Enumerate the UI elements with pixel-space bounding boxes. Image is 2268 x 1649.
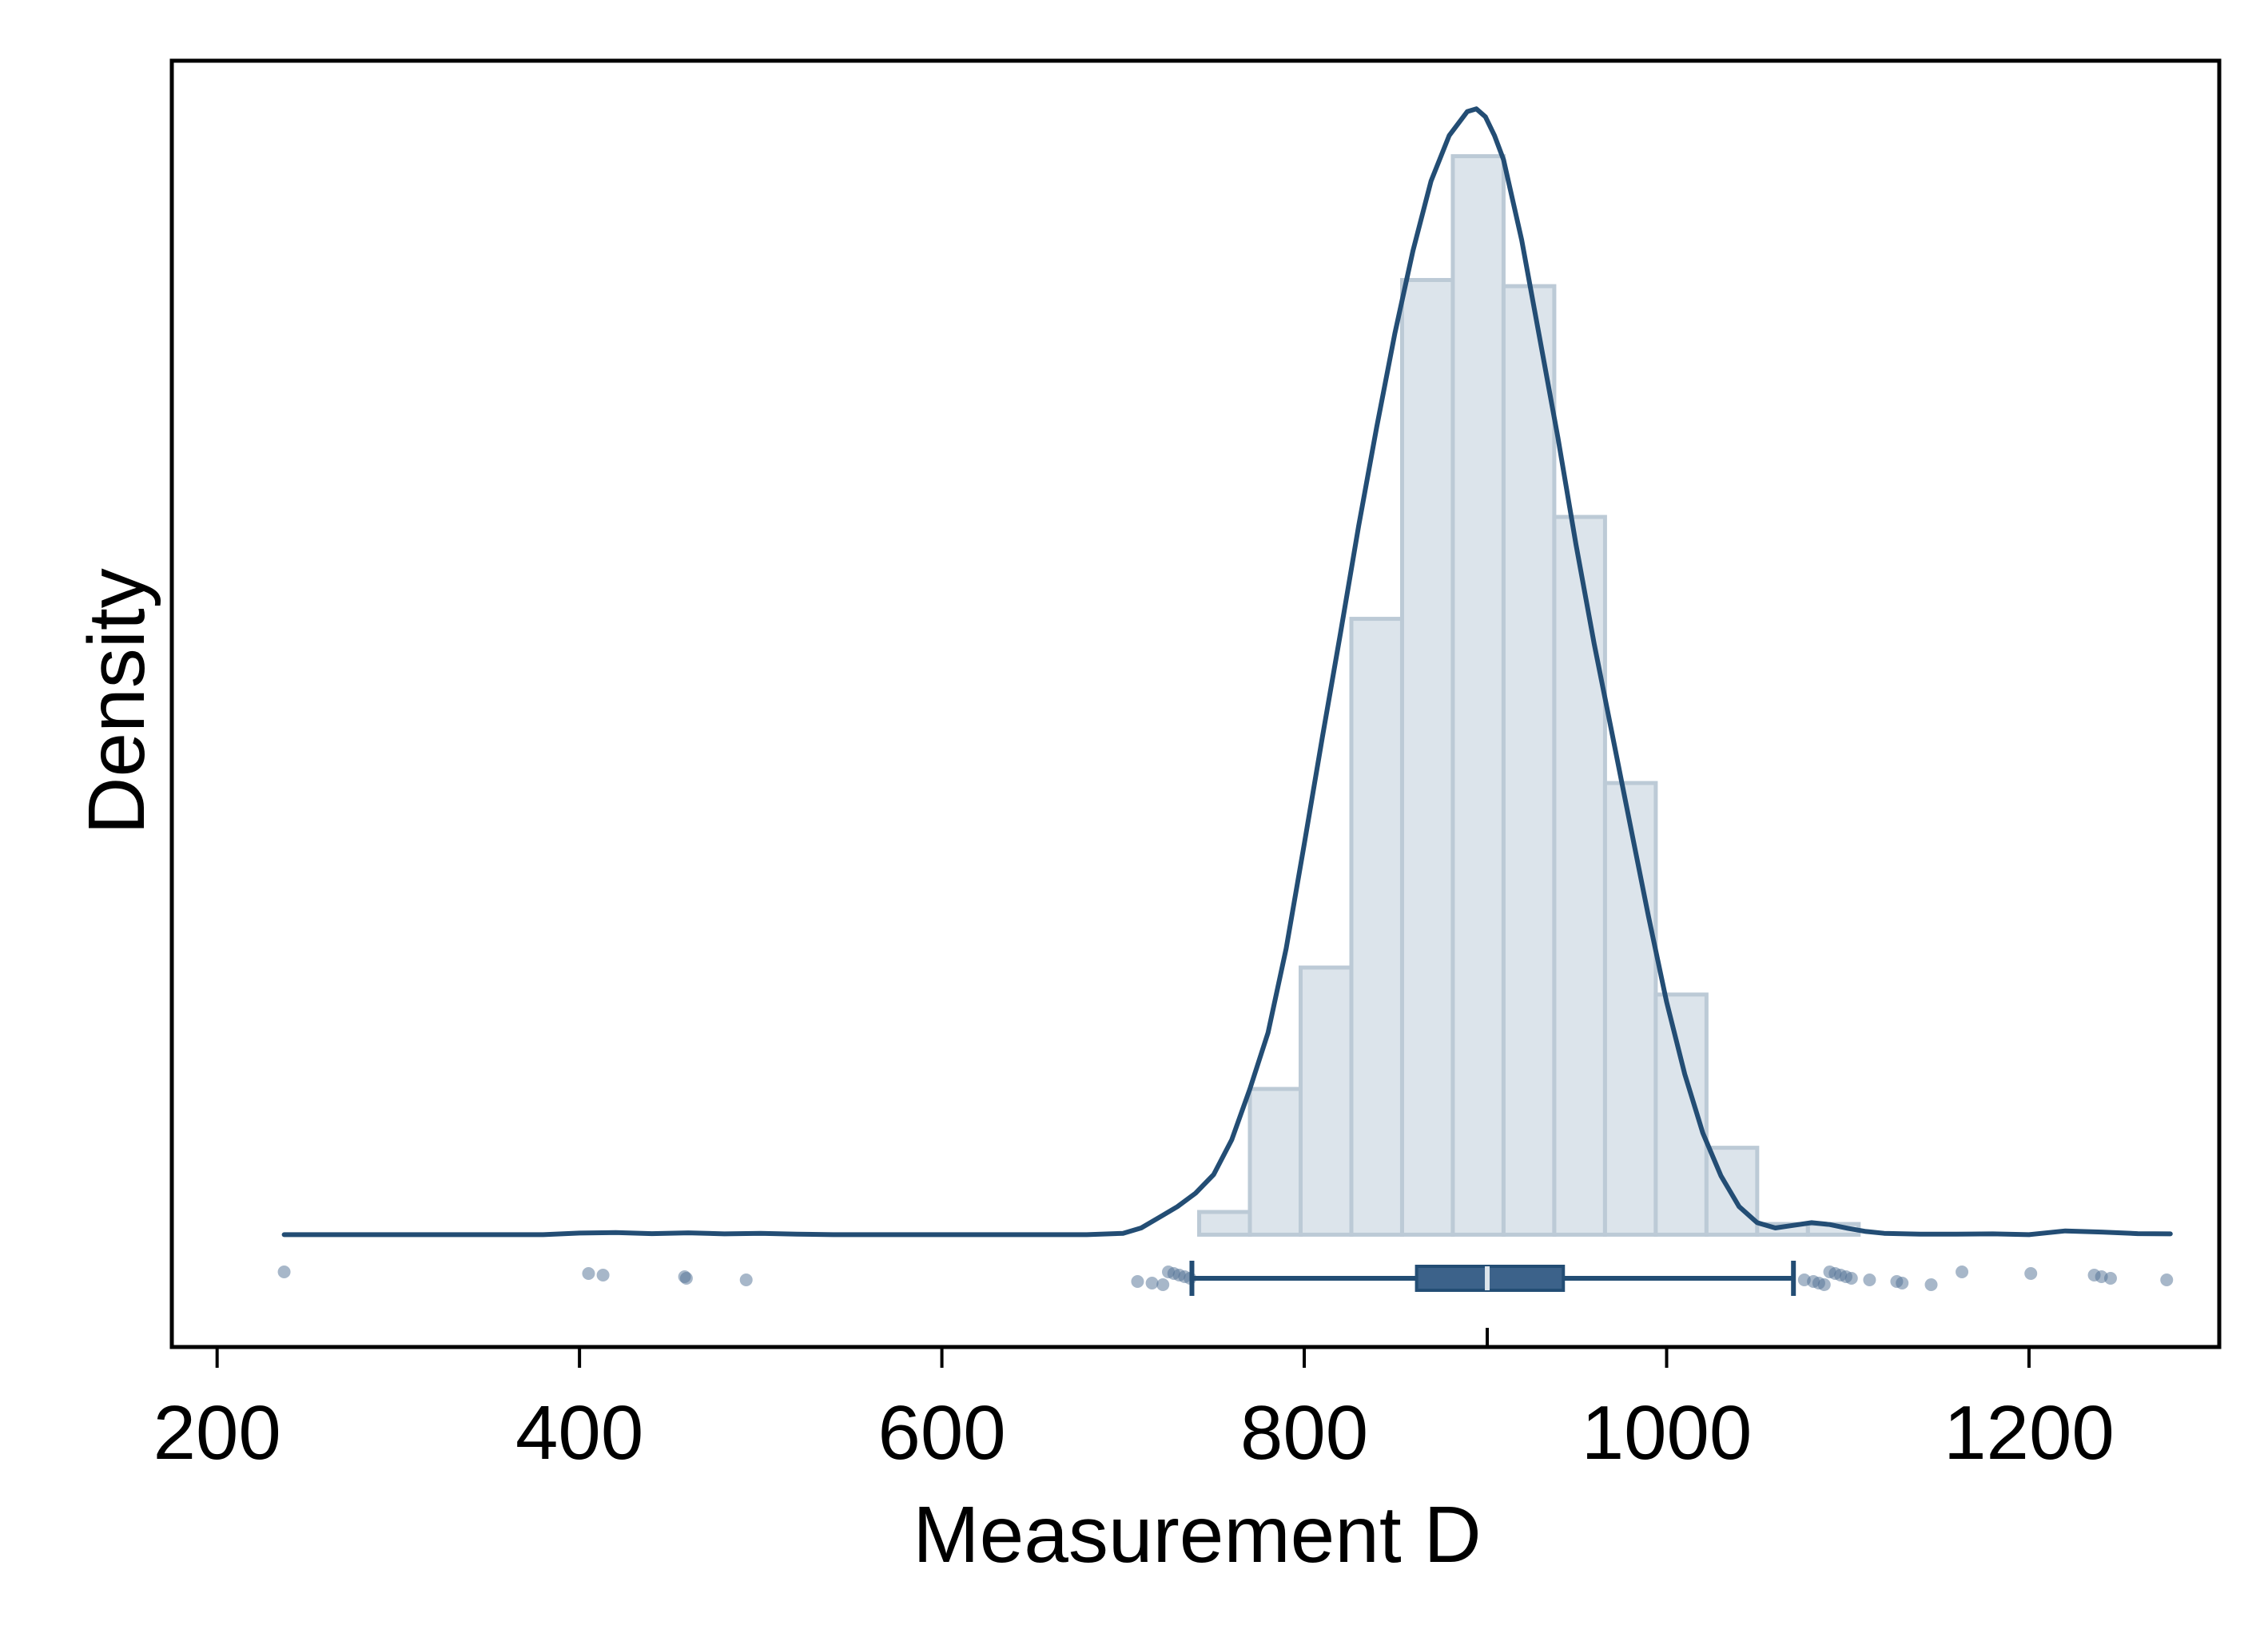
outlier-point (1844, 1272, 1858, 1285)
histogram-bar (1349, 617, 1404, 1237)
kde-curve-layer (281, 106, 2173, 1238)
outlier-point (739, 1274, 753, 1286)
outlier-point (1817, 1278, 1831, 1291)
outlier-point (679, 1272, 693, 1285)
outlier-point (1956, 1266, 1969, 1278)
outlier-point (1896, 1277, 1909, 1289)
axes: 200 400 600 800 1000 1200 (153, 58, 2222, 1476)
x-tick-label: 200 (153, 1390, 281, 1476)
x-axis-label: Measurement D (913, 1490, 1481, 1579)
histogram-bar (1602, 781, 1658, 1237)
outlier-point (2024, 1267, 2038, 1280)
histogram-bar (1197, 1210, 1252, 1237)
outlier-point (1131, 1275, 1144, 1288)
x-tick-label: 600 (877, 1390, 1005, 1476)
outlier-point (1924, 1278, 1938, 1291)
outlier-point (2160, 1274, 2174, 1286)
histogram-bar (1552, 515, 1607, 1237)
outlier-point (582, 1267, 595, 1280)
y-axis-label: Density (72, 568, 161, 834)
histogram-bar (1450, 153, 1506, 1237)
histogram-bar (1501, 284, 1557, 1237)
outlier-point (1145, 1277, 1159, 1289)
boxplot-box (1415, 1265, 1566, 1292)
boxplot (1189, 1261, 1796, 1296)
histogram-bar (1247, 1087, 1303, 1237)
histogram-bar (1399, 277, 1455, 1237)
outlier-point (2103, 1272, 2117, 1285)
outlier-point (277, 1266, 291, 1278)
histogram-bars (1197, 153, 1861, 1237)
x-tick-label: 800 (1240, 1390, 1368, 1476)
histogram-bar (1299, 965, 1354, 1237)
x-tick-label: 400 (515, 1390, 643, 1476)
plot-frame (169, 58, 2222, 1349)
x-tick-label: 1000 (1582, 1390, 1753, 1476)
outlier-point (1863, 1274, 1876, 1286)
kde-curve (281, 106, 2173, 1238)
outlier-point (1156, 1278, 1170, 1291)
x-tick-label: 1200 (1944, 1390, 2115, 1476)
outlier-point (596, 1269, 610, 1281)
